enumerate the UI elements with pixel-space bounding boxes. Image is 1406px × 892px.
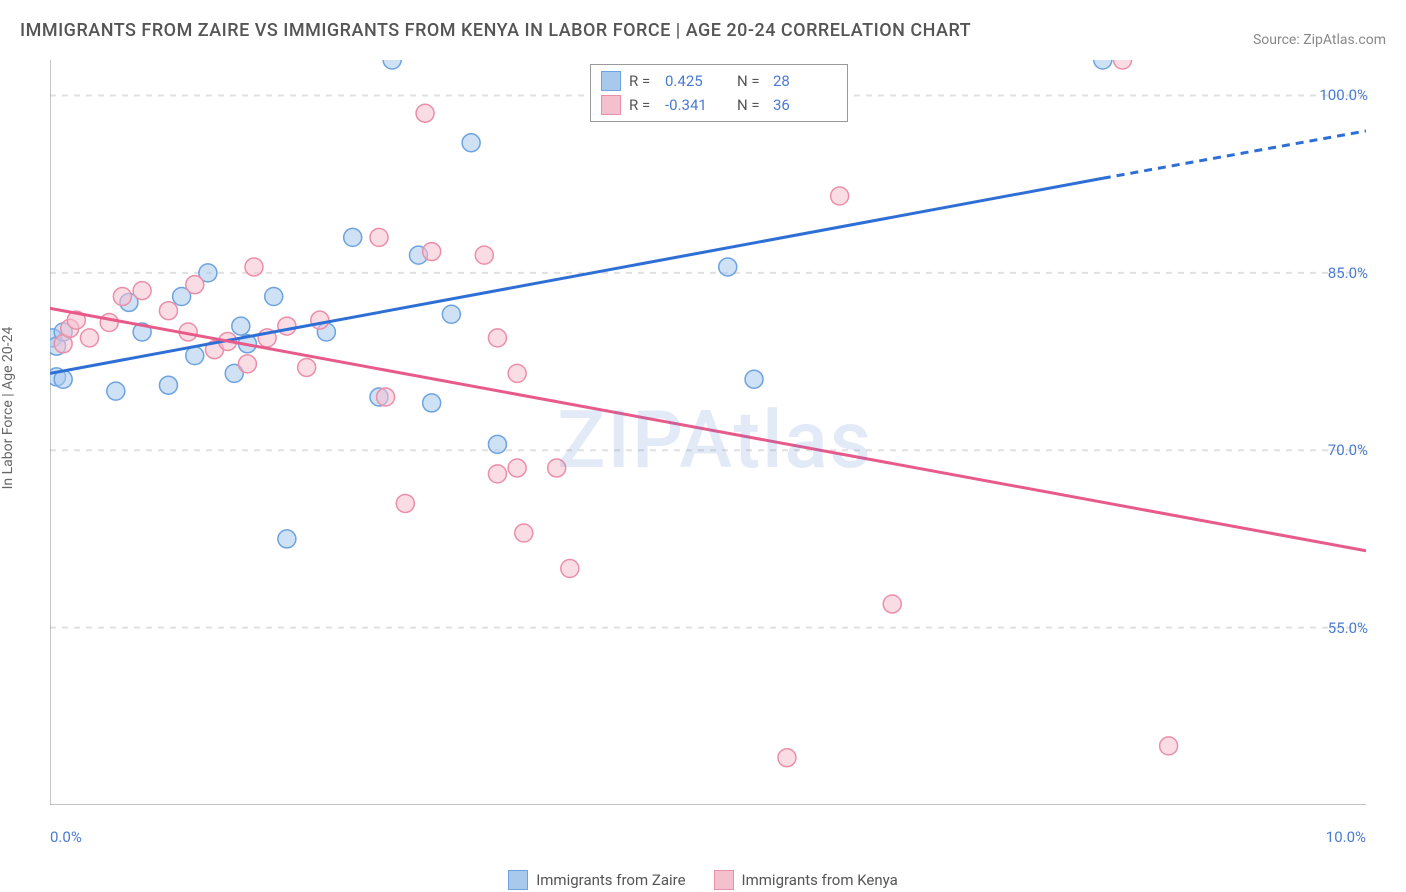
y-axis-label: In Labor Force | Age 20-24 <box>0 327 16 490</box>
scatter-plot-svg <box>50 60 1366 805</box>
legend-swatch-icon <box>508 870 528 890</box>
chart-area: ZIPAtlas R =0.425N =28R =-0.341N =36 55.… <box>50 60 1380 820</box>
source-value: ZipAtlas.com <box>1303 32 1386 48</box>
y-tick-label: 85.0% <box>1328 264 1368 282</box>
legend-r-value: 0.425 <box>665 72 729 90</box>
legend-swatch-icon <box>601 71 621 91</box>
source-label: Source: <box>1253 32 1300 48</box>
x-tick-label: 10.0% <box>1326 828 1366 846</box>
legend-series-label: Immigrants from Zaire <box>536 871 685 889</box>
legend-n-label: N = <box>737 72 765 90</box>
correlation-legend: R = 0.425 N = 28 R = -0.341 N = 36 <box>590 64 848 122</box>
chart-title: IMMIGRANTS FROM ZAIRE VS IMMIGRANTS FROM… <box>20 20 971 41</box>
legend-r-label: R = <box>629 96 657 114</box>
legend-series-label: Immigrants from Kenya <box>742 871 898 889</box>
legend-swatch-icon <box>601 95 621 115</box>
source-attribution: Source: ZipAtlas.com <box>1253 32 1386 48</box>
legend-r-label: R = <box>629 72 657 90</box>
legend-n-value: 28 <box>773 72 837 90</box>
legend-n-value: 36 <box>773 96 837 114</box>
legend-r-value: -0.341 <box>665 96 729 114</box>
series-legend: Immigrants from Zaire Immigrants from Ken… <box>0 870 1406 890</box>
y-tick-label: 100.0% <box>1319 86 1368 104</box>
x-tick-label: 0.0% <box>50 828 82 846</box>
legend-series-item: Immigrants from Kenya <box>714 870 898 890</box>
y-tick-label: 70.0% <box>1328 441 1368 459</box>
legend-series-item: Immigrants from Zaire <box>508 870 685 890</box>
y-tick-label: 55.0% <box>1328 619 1368 637</box>
legend-swatch-icon <box>714 870 734 890</box>
legend-stat-row: R = -0.341 N = 36 <box>601 93 837 117</box>
legend-stat-row: R = 0.425 N = 28 <box>601 69 837 93</box>
legend-n-label: N = <box>737 96 765 114</box>
